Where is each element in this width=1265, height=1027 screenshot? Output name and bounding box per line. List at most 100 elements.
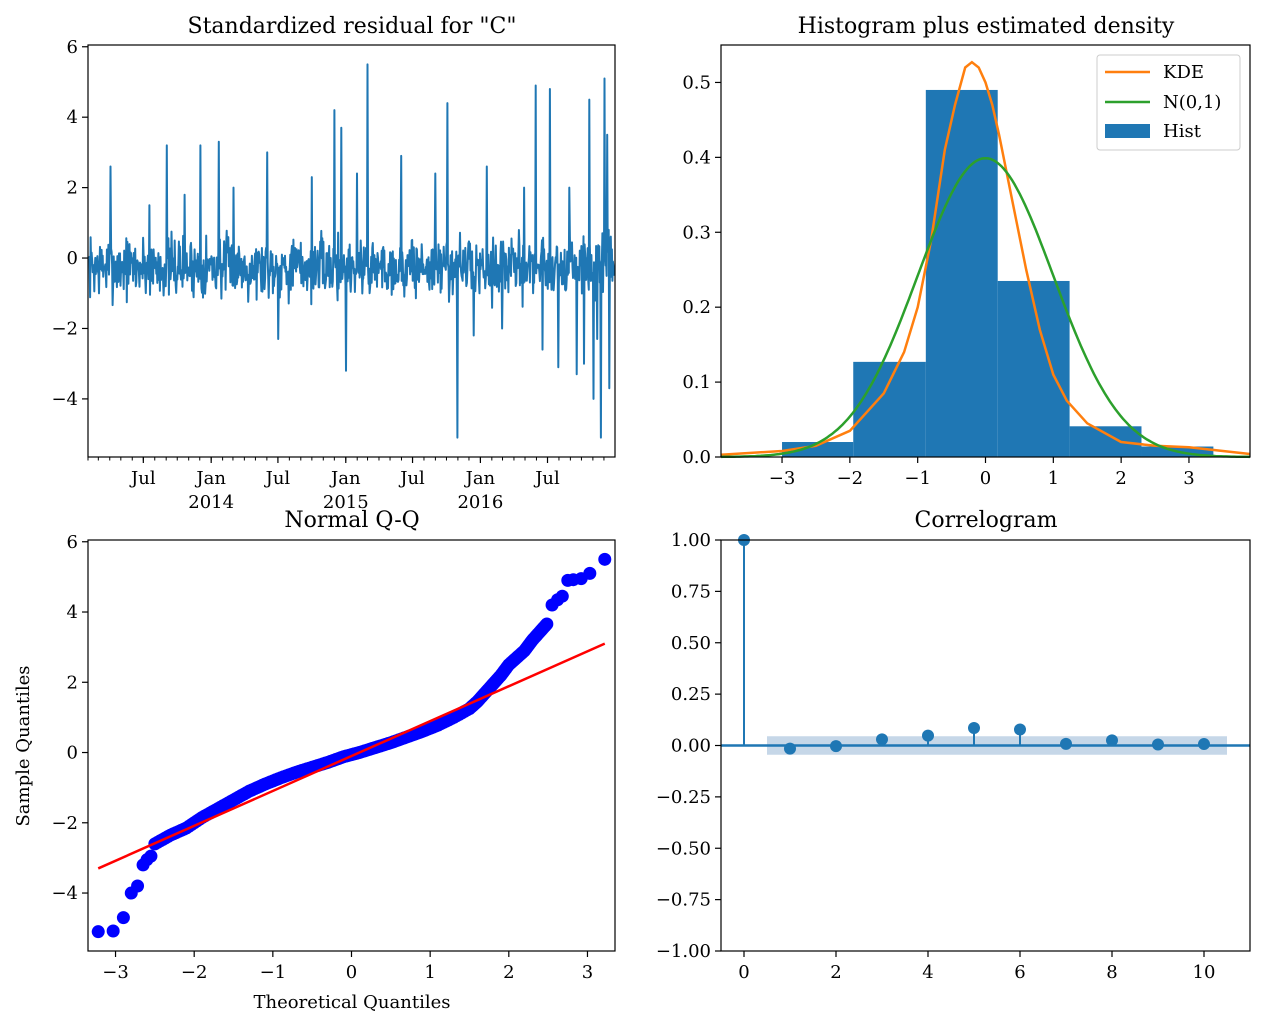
correlogram-y-ticks: −1.00 −0.75 −0.50 −0.25 0.00 0.25 0.50 0.75 1.00	[656, 530, 721, 962]
acf-point	[1152, 738, 1164, 751]
histogram-xtick-label: −3	[769, 468, 796, 489]
histogram-panel: Histogram plus estimated density 0.00.10…	[682, 14, 1251, 489]
residual-xtick-year: 2016	[457, 492, 503, 513]
residual-ytick-label: 4	[67, 107, 78, 128]
residual-ytick-label: −4	[51, 389, 78, 410]
histogram-xtick-label: −2	[837, 468, 864, 489]
residual-xtick-label: Jul	[533, 468, 560, 489]
correlogram-xtick-label: 2	[830, 962, 841, 983]
histogram-bar	[853, 361, 926, 457]
acf-point	[784, 742, 796, 755]
histogram-ytick-label: 0.2	[682, 297, 711, 318]
qq-point	[116, 911, 130, 925]
correlogram-ytick-label: 0.25	[671, 684, 711, 705]
qq-ytick-label: −4	[51, 883, 78, 904]
histogram-ytick-label: 0.4	[682, 147, 711, 168]
qq-y-ticks: −4 −2 0 2 4 6	[51, 532, 88, 904]
legend-hist-label: Hist	[1163, 121, 1202, 142]
residual-ytick-label: 0	[67, 248, 78, 269]
qq-x-ticks: −3 −2 −1 0 1 2 3	[102, 951, 593, 983]
qq-ylabel: Sample Quantiles	[13, 665, 34, 826]
residual-xtick-label: Jan	[464, 468, 496, 489]
qq-xtick-label: 2	[503, 962, 514, 983]
correlogram-xtick-label: 4	[922, 962, 933, 983]
histogram-ytick-label: 0.5	[682, 72, 711, 93]
residual-ytick-label: 2	[67, 178, 78, 199]
correlogram-xtick-label: 10	[1193, 962, 1216, 983]
legend-normal-label: N(0,1)	[1163, 92, 1221, 113]
residual-plot-area	[88, 63, 615, 439]
legend-kde-label: KDE	[1163, 62, 1204, 83]
histogram-bar	[782, 442, 854, 457]
qq-title: Normal Q-Q	[284, 508, 419, 533]
histogram-ytick-label: 0.3	[682, 222, 711, 243]
residual-xtick-label: Jul	[398, 468, 425, 489]
acf-point	[830, 740, 842, 753]
correlogram-ytick-label: 0.50	[671, 633, 711, 654]
correlogram-ytick-label: −0.50	[656, 838, 711, 859]
residual-x-ticks: Jul Jan 2014 Jul Jan 2015 Jul Jan 2016 Jul	[87, 457, 605, 513]
qq-point	[583, 566, 597, 580]
correlogram-xtick-label: 8	[1106, 962, 1117, 983]
residual-xtick-label: Jul	[264, 468, 291, 489]
residual-frame	[87, 44, 616, 458]
residual-xtick-year: 2014	[188, 492, 234, 513]
qq-point	[91, 925, 105, 939]
qq-ytick-label: 0	[67, 743, 78, 764]
histogram-xtick-label: 3	[1183, 468, 1194, 489]
histogram-bar	[997, 280, 1070, 457]
acf-point	[1060, 737, 1072, 750]
qq-ytick-label: 6	[67, 532, 78, 553]
qq-panel: Normal Q-Q −4 −2 0 2 4 6 −3 −2 −1 0 1 2 3 Theoretic…	[13, 508, 616, 1013]
residual-xtick-label: Jul	[129, 468, 156, 489]
residual-xtick-label: Jan	[329, 468, 361, 489]
qq-xtick-label: −3	[102, 962, 129, 983]
acf-point	[1106, 734, 1118, 747]
residual-ytick-label: −2	[51, 318, 78, 339]
residual-xtick-year: 2015	[323, 492, 369, 513]
qq-plot-area	[91, 552, 612, 939]
qq-ytick-label: 4	[67, 602, 78, 623]
correlogram-ytick-label: 1.00	[671, 530, 711, 551]
histogram-xtick-label: 1	[1048, 468, 1059, 489]
correlogram-x-ticks: 0 2 4 6 8 10	[738, 951, 1215, 983]
correlogram-frame	[720, 539, 1251, 952]
histogram-xtick-label: −1	[904, 468, 931, 489]
kde-line	[720, 60, 1251, 457]
qq-point	[106, 924, 120, 938]
histogram-xtick-label: 0	[980, 468, 991, 489]
qq-ytick-label: 2	[67, 672, 78, 693]
histogram-bar	[925, 89, 998, 457]
qq-xtick-label: −1	[260, 962, 287, 983]
acf-point	[1014, 723, 1026, 736]
acf-point	[922, 729, 934, 742]
correlogram-ytick-label: −0.75	[656, 890, 711, 911]
acf-point	[968, 722, 980, 735]
histogram-plot-area	[720, 60, 1251, 459]
qq-point	[555, 589, 569, 603]
correlogram-plot-area	[721, 534, 1250, 755]
acf-point	[876, 733, 888, 746]
qq-ytick-label: −2	[51, 813, 78, 834]
histogram-ytick-label: 0.0	[682, 447, 711, 468]
qq-point	[598, 552, 612, 566]
correlogram-ytick-label: −0.25	[656, 787, 711, 808]
residual-panel: Standardized residual for "C" −4 −2 0 2 4 6 J…	[51, 14, 616, 513]
qq-point	[144, 849, 158, 863]
qq-frame	[87, 539, 616, 952]
residual-y-ticks: −4 −2 0 2 4 6	[51, 37, 88, 410]
histogram-x-ticks: −3 −2 −1 0 1 2 3	[769, 457, 1195, 489]
histogram-y-ticks: 0.0 0.1 0.2 0.3 0.4 0.5	[682, 72, 721, 468]
legend-hist-swatch	[1105, 124, 1150, 138]
correlogram-title: Correlogram	[915, 508, 1058, 533]
residual-xtick-label: Jan	[194, 468, 226, 489]
qq-xtick-label: 3	[582, 962, 593, 983]
histogram-title: Histogram plus estimated density	[798, 14, 1175, 39]
residual-series-line	[88, 63, 615, 439]
qq-xtick-label: −2	[181, 962, 208, 983]
correlogram-xtick-label: 0	[738, 962, 749, 983]
qq-xtick-label: 1	[424, 962, 435, 983]
residual-title: Standardized residual for "C"	[188, 14, 517, 39]
histogram-ytick-label: 0.1	[682, 372, 711, 393]
